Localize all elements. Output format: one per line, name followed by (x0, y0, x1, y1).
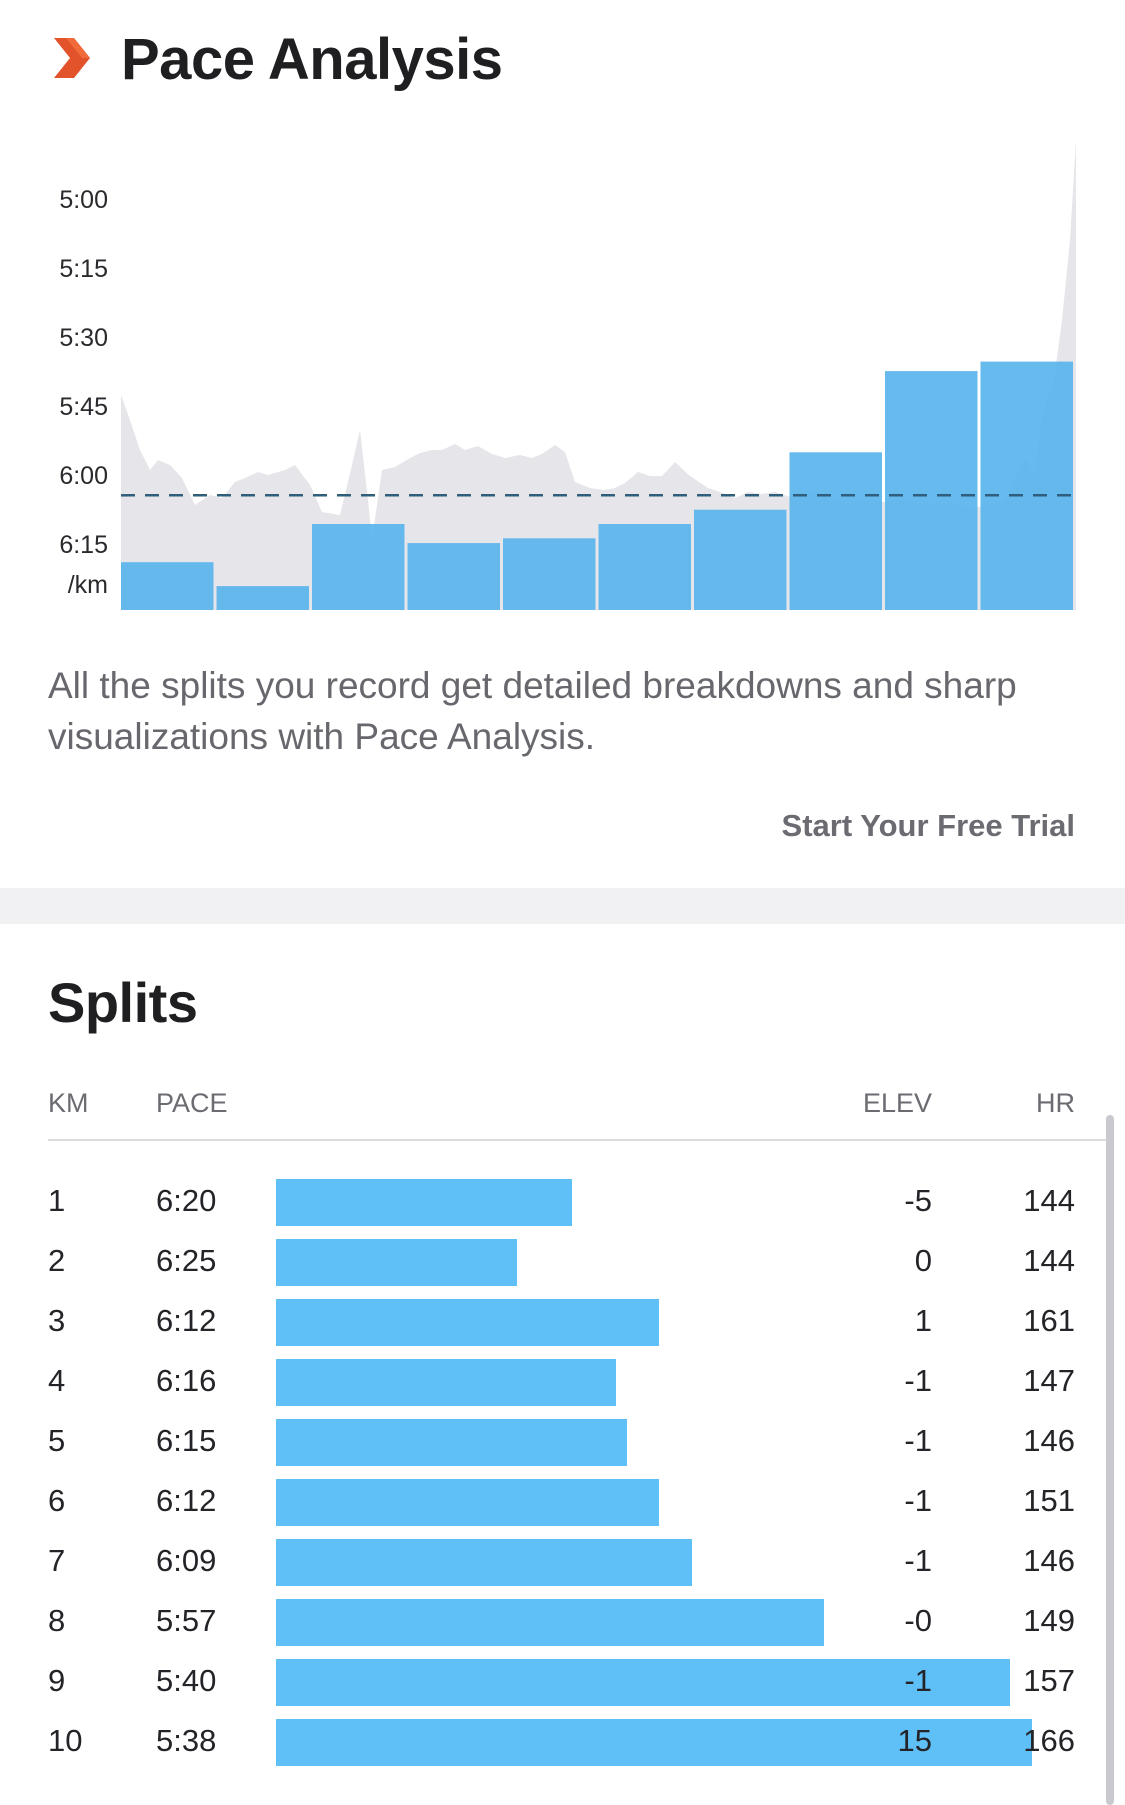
start-free-trial-link[interactable]: Start Your Free Trial (781, 808, 1075, 843)
pace-bar (276, 1239, 517, 1286)
table-row: 4 6:16 -1 147 (0, 1353, 1125, 1413)
pace-bar-km-8 (789, 452, 882, 610)
split-km: 6 (48, 1483, 66, 1518)
column-header-km: KM (48, 1088, 89, 1118)
pace-bar-km-5 (503, 538, 596, 610)
column-header-pace: PACE (156, 1088, 228, 1118)
split-hr: 166 (1023, 1723, 1075, 1758)
pace-bar-km-7 (694, 509, 787, 610)
split-elev: -1 (904, 1423, 932, 1458)
split-hr: 157 (1023, 1663, 1075, 1698)
table-row: 6 6:12 -1 151 (0, 1473, 1125, 1533)
split-elev: 0 (914, 1243, 932, 1278)
pace-bar-km-4 (407, 543, 500, 610)
split-km: 4 (48, 1363, 66, 1398)
table-row: 7 6:09 -1 146 (0, 1533, 1125, 1593)
table-row: 8 5:57 -0 149 (0, 1593, 1125, 1653)
page-title: Pace Analysis (121, 27, 503, 92)
split-hr: 146 (1023, 1423, 1075, 1458)
chevron-right-icon (54, 38, 90, 78)
split-hr: 144 (1023, 1183, 1075, 1218)
split-pace: 6:15 (156, 1423, 217, 1458)
split-elev: 1 (914, 1303, 932, 1338)
split-pace: 6:20 (156, 1183, 217, 1218)
pace-chart: 5:00 5:15 5:30 5:45 6:00 6:15 /km (0, 120, 1125, 640)
split-elev: -1 (904, 1363, 932, 1398)
table-row: 1 6:20 -5 144 (0, 1173, 1125, 1233)
split-pace: 5:38 (156, 1723, 217, 1758)
y-tick-label: 5:45 (59, 393, 108, 421)
table-row: 5 6:15 -1 146 (0, 1413, 1125, 1473)
split-km: 3 (48, 1303, 66, 1338)
pace-trace-area (121, 140, 1076, 610)
split-km: 10 (48, 1723, 83, 1758)
pace-bar (276, 1539, 692, 1586)
pace-bar (276, 1299, 659, 1346)
pace-bar-km-10 (980, 361, 1073, 610)
split-km: 9 (48, 1663, 66, 1698)
table-row: 3 6:12 1 161 (0, 1293, 1125, 1353)
table-row: 2 6:25 0 144 (0, 1233, 1125, 1293)
y-tick-label: 6:15 (59, 531, 108, 559)
split-hr: 147 (1023, 1363, 1075, 1398)
split-km: 1 (48, 1183, 66, 1218)
section-divider (0, 888, 1125, 924)
split-pace: 6:25 (156, 1243, 217, 1278)
split-hr: 146 (1023, 1543, 1075, 1578)
split-elev: -1 (904, 1663, 932, 1698)
split-pace: 5:40 (156, 1663, 217, 1698)
column-header-hr: HR (1036, 1088, 1075, 1118)
pace-bar-km-2 (216, 586, 309, 610)
column-header-elev: ELEV (862, 1088, 932, 1118)
table-row: 9 5:40 -1 157 (0, 1653, 1125, 1713)
split-hr: 161 (1023, 1303, 1075, 1338)
table-row: 10 5:38 15 166 (0, 1713, 1125, 1773)
pace-bar (276, 1479, 659, 1526)
pace-bar-km-9 (885, 371, 978, 610)
y-tick-label: 5:30 (59, 324, 108, 352)
split-elev: -1 (904, 1483, 932, 1518)
pace-bar-km-1 (121, 562, 214, 610)
split-km: 2 (48, 1243, 66, 1278)
split-elev: -5 (904, 1183, 932, 1218)
scrollbar[interactable] (1106, 1115, 1114, 1805)
pace-plot (121, 140, 1076, 610)
split-pace: 6:16 (156, 1363, 217, 1398)
y-tick-label: 5:00 (59, 186, 108, 214)
split-km: 5 (48, 1423, 66, 1458)
page-header: Pace Analysis (0, 0, 1125, 120)
split-elev: -0 (904, 1603, 932, 1638)
split-hr: 144 (1023, 1243, 1075, 1278)
pace-bars (121, 361, 1073, 610)
pace-bar (276, 1599, 824, 1646)
split-elev: -1 (904, 1543, 932, 1578)
promo-description: All the splits you record get detailed b… (48, 665, 1017, 757)
y-unit-label: /km (67, 571, 108, 599)
pace-bar-km-3 (312, 524, 405, 610)
pace-bar (276, 1179, 572, 1226)
split-hr: 149 (1023, 1603, 1075, 1638)
pace-bar (276, 1359, 616, 1406)
pace-bar (276, 1719, 1032, 1766)
split-elev: 15 (897, 1723, 932, 1758)
split-pace: 6:12 (156, 1303, 217, 1338)
header-divider (48, 1139, 1110, 1141)
split-pace: 6:12 (156, 1483, 217, 1518)
split-km: 7 (48, 1543, 66, 1578)
pace-bar (276, 1419, 627, 1466)
y-tick-label: 5:15 (59, 255, 108, 283)
splits-title: Splits (48, 971, 198, 1034)
pace-bar (276, 1659, 1010, 1706)
split-km: 8 (48, 1603, 66, 1638)
split-pace: 6:09 (156, 1543, 217, 1578)
y-tick-label: 6:00 (59, 462, 108, 490)
split-pace: 5:57 (156, 1603, 217, 1638)
split-hr: 151 (1023, 1483, 1075, 1518)
pace-bar-km-6 (598, 524, 691, 610)
